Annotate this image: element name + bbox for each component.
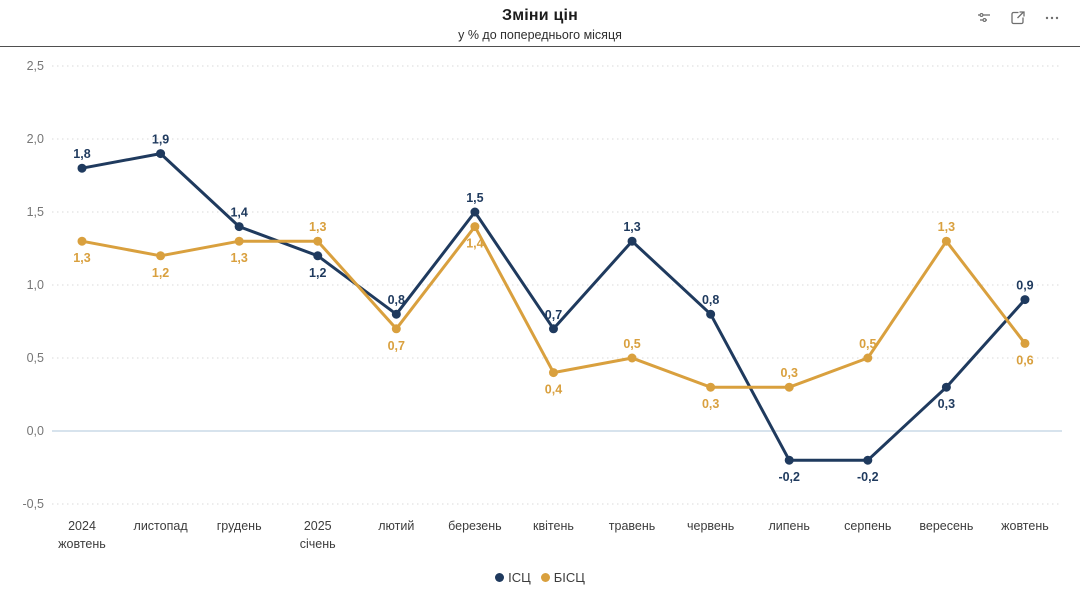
data-label: 1,4 xyxy=(230,206,247,220)
data-point[interactable] xyxy=(627,353,637,363)
x-axis-tick-label: жовтень xyxy=(58,537,106,551)
data-point[interactable] xyxy=(470,222,480,232)
data-point[interactable] xyxy=(784,455,794,465)
y-axis-tick-label: 1,5 xyxy=(27,205,44,219)
data-label: 1,2 xyxy=(309,266,326,280)
x-axis-tick-label: серпень xyxy=(844,519,891,533)
data-label: -0,2 xyxy=(857,470,879,484)
y-axis-tick-label: 1,0 xyxy=(27,278,44,292)
data-label: 0,7 xyxy=(545,308,562,322)
chart-titles: Зміни цін у % до попереднього місяця xyxy=(0,7,1080,42)
data-label: -0,2 xyxy=(778,470,800,484)
data-label: 0,3 xyxy=(781,366,798,380)
data-point[interactable] xyxy=(391,309,401,319)
chart-subtitle: у % до попереднього місяця xyxy=(458,28,622,42)
data-label: 0,4 xyxy=(545,383,562,397)
y-axis-tick-label: 2,5 xyxy=(27,59,44,73)
data-label: 1,3 xyxy=(938,220,955,234)
data-point[interactable] xyxy=(784,382,794,392)
data-label: 0,3 xyxy=(702,397,719,411)
data-point[interactable] xyxy=(156,251,166,261)
x-axis-tick-label: березень xyxy=(448,519,502,533)
more-options-icon[interactable] xyxy=(1042,8,1062,28)
data-label: 0,8 xyxy=(702,293,719,307)
data-point[interactable] xyxy=(548,368,558,378)
chart-header: Зміни цін у % до попереднього місяця xyxy=(0,0,1080,46)
data-label: 0,7 xyxy=(388,339,405,353)
data-point[interactable] xyxy=(77,163,87,173)
data-point[interactable] xyxy=(313,236,323,246)
legend: ІСЦ БІСЦ xyxy=(0,570,1080,585)
data-label: 1,5 xyxy=(466,191,483,205)
data-point[interactable] xyxy=(391,324,401,334)
data-point[interactable] xyxy=(863,353,873,363)
filter-icon[interactable] xyxy=(974,8,994,28)
line-chart-plot[interactable]: 2,5 2,0 1,5 1,0 0,5 0,0 -0,5 2024 жовтень листопа… xyxy=(0,47,1080,559)
data-label: 1,9 xyxy=(152,133,169,147)
data-point[interactable] xyxy=(470,207,480,217)
y-axis-tick-label: -0,5 xyxy=(22,497,44,511)
data-label: 1,2 xyxy=(152,266,169,280)
x-axis-tick-label: листопад xyxy=(134,519,189,533)
data-label: 0,6 xyxy=(1016,353,1033,367)
x-axis-tick-label: січень xyxy=(300,537,336,551)
legend-item-icc[interactable]: ІСЦ xyxy=(495,570,531,585)
data-label: 1,4 xyxy=(466,237,483,251)
x-axis-tick-label: грудень xyxy=(217,519,262,533)
data-point[interactable] xyxy=(706,382,716,392)
legend-marker-bicc xyxy=(540,573,550,582)
legend-label-bicc: БІСЦ xyxy=(553,570,585,585)
data-point[interactable] xyxy=(77,236,87,246)
data-point[interactable] xyxy=(941,382,951,392)
y-axis-tick-label: 0,0 xyxy=(27,424,44,438)
legend-marker-icc xyxy=(495,573,505,582)
data-point[interactable] xyxy=(706,309,716,319)
y-axis-tick-label: 2,0 xyxy=(27,132,44,146)
data-label: 0,5 xyxy=(623,337,640,351)
data-point[interactable] xyxy=(863,455,873,465)
data-label: 1,3 xyxy=(73,251,90,265)
header-divider xyxy=(0,46,1080,47)
chart-title: Зміни цін xyxy=(502,7,578,24)
data-label: 0,3 xyxy=(938,397,955,411)
x-axis-tick-label: 2024 xyxy=(68,519,96,533)
data-point[interactable] xyxy=(156,149,166,159)
x-axis-tick-label: лютий xyxy=(378,519,414,533)
data-point[interactable] xyxy=(1020,295,1030,305)
x-axis-tick-label: жовтень xyxy=(1001,519,1049,533)
data-label: 0,8 xyxy=(388,293,405,307)
data-label: 1,3 xyxy=(309,220,326,234)
visual-header-icons xyxy=(974,8,1062,28)
data-label: 0,5 xyxy=(859,337,876,351)
focus-mode-icon[interactable] xyxy=(1008,8,1028,28)
y-axis-tick-label: 0,5 xyxy=(27,351,44,365)
data-label: 0,9 xyxy=(1016,279,1033,293)
x-axis-tick-label: травень xyxy=(609,519,656,533)
x-axis-tick-label: червень xyxy=(687,519,734,533)
data-label: 1,8 xyxy=(73,147,90,161)
data-point[interactable] xyxy=(1020,338,1030,348)
x-axis-tick-label: липень xyxy=(769,519,810,533)
data-label: 1,3 xyxy=(230,251,247,265)
legend-label-icc: ІСЦ xyxy=(508,570,531,585)
x-axis-tick-label: квітень xyxy=(533,519,574,533)
data-label: 1,3 xyxy=(623,220,640,234)
x-axis-tick-label: вересень xyxy=(919,519,973,533)
data-point[interactable] xyxy=(234,236,244,246)
data-point[interactable] xyxy=(234,222,244,232)
data-point[interactable] xyxy=(627,236,637,246)
x-axis-tick-label: 2025 xyxy=(304,519,332,533)
data-point[interactable] xyxy=(941,236,951,246)
data-point[interactable] xyxy=(548,324,558,334)
data-point[interactable] xyxy=(313,251,323,261)
legend-item-bicc[interactable]: БІСЦ xyxy=(540,570,585,585)
